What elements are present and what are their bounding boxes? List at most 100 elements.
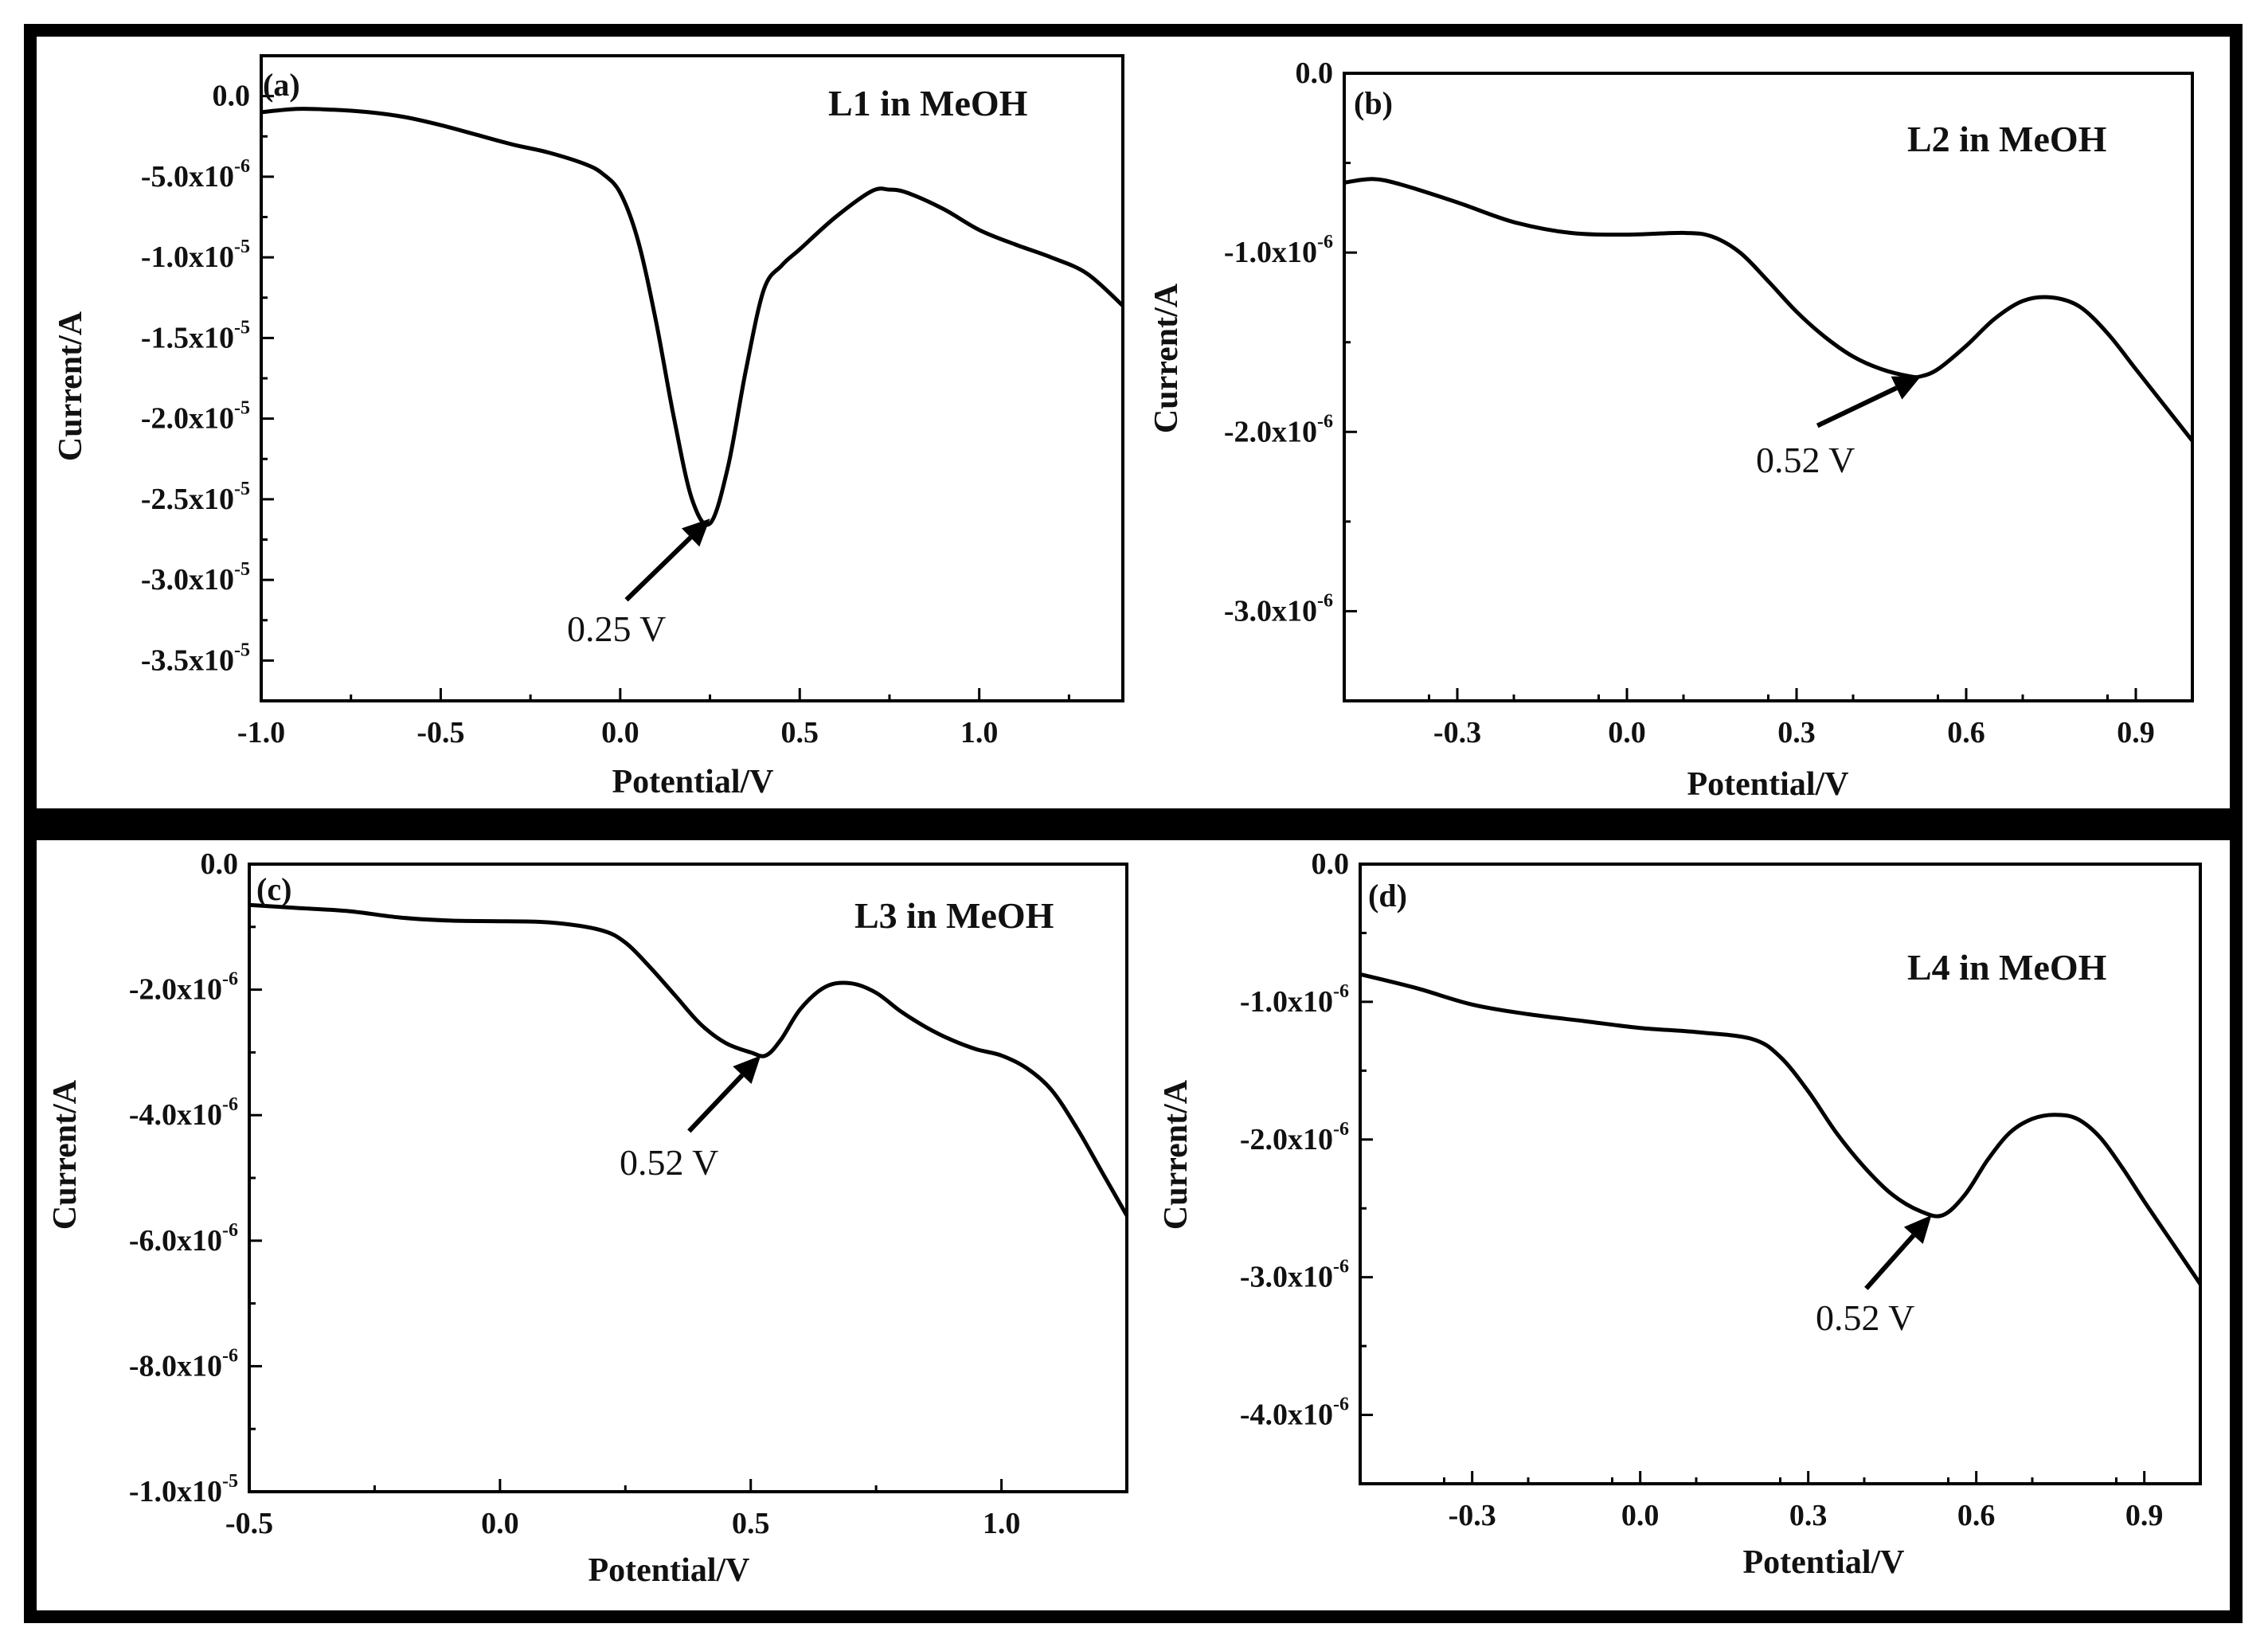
panel-a-y-tick-label: -3.5x10-5 <box>141 640 250 677</box>
panel-a-xlabel: Potential/V <box>612 764 774 800</box>
panel-c-y-ticks: 0.0-2.0x10-6-4.0x10-6-6.0x10-6-8.0x10-6-… <box>129 847 262 1508</box>
panel-d-annotation: 0.52 V <box>1816 1215 1932 1338</box>
panel-b-y-tick-exponent: -6 <box>1317 411 1333 432</box>
panel-a: -1.0 -0.5 0.0 0.5 1.0 0.0-5.0x10-6-1.0x10-5-… <box>53 54 1124 800</box>
panel-c-y-tick-exponent: -5 <box>222 1471 238 1492</box>
panel-b-y-tick-mantissa: -2.0x10 <box>1224 415 1317 448</box>
panel-b-label: (b) <box>1354 85 1393 121</box>
panel-c-xlabel: Potential/V <box>589 1552 750 1589</box>
panel-c-x-tick-label: 0.5 <box>732 1507 770 1540</box>
panel-d-x-ticks: -0.3 0.0 0.3 0.6 0.9 <box>1359 1471 2202 1532</box>
panel-d-label: (d) <box>1368 878 1407 914</box>
panel-d-y-tick-mantissa: -2.0x10 <box>1240 1123 1333 1156</box>
panel-d-x-tick-label: 0.0 <box>1621 1499 1660 1532</box>
panel-a-y-tick-mantissa: -1.5x10 <box>141 321 234 354</box>
panel-a-ylabel: Current/A <box>53 311 89 461</box>
panel-d: -0.3 0.0 0.3 0.6 0.9 0.0-1.0x10-6-2.0x10-6-3… <box>1158 847 2203 1581</box>
panel-c-annotation: 0.52 V <box>620 1055 761 1183</box>
panel-b-y-tick-mantissa: -3.0x10 <box>1224 594 1317 628</box>
panel-b-x-tick-label: 0.6 <box>1947 716 1985 749</box>
panel-b-y-ticks: 0.0-1.0x10-6-2.0x10-6-3.0x10-6 <box>1224 57 1357 628</box>
panel-b-arrow-shaft <box>1816 385 1898 428</box>
panel-c-y-tick-label: -2.0x10-6 <box>129 969 238 1007</box>
panel-c: -0.5 0.0 0.5 1.0 0.0 -2.0x10-6 -4.0x10-6 -6.0x… <box>47 847 1129 1589</box>
panel-c-y-tick-exponent: -6 <box>222 969 238 990</box>
panel-a-series-label: L1 in MeOH <box>828 83 1028 123</box>
panel-c-y-tick-mantissa: -6.0x10 <box>129 1224 222 1258</box>
panel-a-y-tick-exponent: -6 <box>234 156 250 177</box>
panel-a-x-tick-label: -1.0 <box>237 716 285 749</box>
panel-a-y-tick-exponent: -5 <box>234 317 250 338</box>
panel-d-series-label: L4 in MeOH <box>1907 947 2107 988</box>
panel-a-annotation: 0.25 V <box>567 518 710 649</box>
panel-a-y-tick-mantissa: -1.0x10 <box>141 241 234 274</box>
panel-d-y-tick-label: -1.0x10-6 <box>1240 981 1349 1019</box>
panel-c-x-tick-label: 0.0 <box>481 1507 519 1540</box>
panel-c-series-label: L3 in MeOH <box>854 895 1054 936</box>
panel-d-x-tick-label: 0.6 <box>1957 1499 1996 1532</box>
panel-a-y-tick-exponent: -5 <box>234 398 250 419</box>
panel-c-y-tick-mantissa: 0.0 <box>201 847 239 881</box>
panel-c-y-tick-label: -8.0x10-6 <box>129 1345 238 1383</box>
panel-c-x-tick-label: 1.0 <box>983 1507 1021 1540</box>
panel-a-x-tick-label: 0.5 <box>781 716 819 749</box>
panel-a-x-ticks: -1.0 -0.5 0.0 0.5 1.0 <box>237 688 1070 749</box>
panel-d-arrow-head <box>1903 1215 1932 1244</box>
panel-a-y-tick-label: -5.0x10-6 <box>141 156 250 194</box>
panel-c-y-tick-mantissa: -8.0x10 <box>129 1349 222 1383</box>
panel-d-y-ticks: 0.0-1.0x10-6-2.0x10-6-3.0x10-6-4.0x10-6 <box>1240 847 1373 1432</box>
panel-c-annotation-text: 0.52 V <box>620 1142 718 1183</box>
panel-d-xlabel: Potential/V <box>1743 1544 1905 1581</box>
panel-a-arrow-shaft <box>624 535 693 602</box>
panel-b-y-tick-label: -2.0x10-6 <box>1224 411 1333 448</box>
panel-b-y-tick-exponent: -6 <box>1317 590 1333 611</box>
panel-c-y-tick-exponent: -6 <box>222 1345 238 1366</box>
panel-d-y-tick-exponent: -6 <box>1333 1119 1349 1140</box>
panel-c-y-tick-label: 0.0 <box>201 847 239 881</box>
panel-b: -0.3 0.0 0.3 0.6 0.9 0.0-1.0x10-6-2.0x10-6-3… <box>1148 57 2194 803</box>
panel-a-x-tick-label: -0.5 <box>416 716 464 749</box>
panel-a-y-tick-exponent: -5 <box>234 640 250 660</box>
panel-b-x-tick-label: 0.3 <box>1777 716 1816 749</box>
panel-d-y-tick-exponent: -6 <box>1333 1395 1349 1415</box>
panel-d-ylabel: Current/A <box>1158 1079 1195 1230</box>
panel-b-y-tick-exponent: -6 <box>1317 232 1333 252</box>
panel-c-y-tick-label: -4.0x10-6 <box>129 1094 238 1132</box>
panel-d-x-tick-label: 0.3 <box>1789 1499 1828 1532</box>
panel-b-plot-frame <box>1343 72 2194 702</box>
panel-d-annotation-text: 0.52 V <box>1816 1297 1914 1338</box>
panel-d-y-tick-mantissa: -4.0x10 <box>1240 1399 1333 1432</box>
panel-c-ylabel: Current/A <box>47 1079 84 1230</box>
row-separator <box>30 808 2236 840</box>
panel-b-y-tick-label: -3.0x10-6 <box>1224 590 1333 628</box>
panel-a-y-tick-label: -2.0x10-5 <box>141 398 250 436</box>
panel-b-xlabel: Potential/V <box>1687 766 1849 803</box>
panel-d-y-tick-mantissa: -3.0x10 <box>1240 1261 1333 1294</box>
panel-a-y-tick-label: -2.5x10-5 <box>141 479 250 516</box>
panel-b-y-tick-label: 0.0 <box>1296 57 1334 90</box>
panel-a-y-tick-mantissa: -2.5x10 <box>141 483 234 516</box>
panel-c-label: (c) <box>256 871 291 907</box>
panel-b-curve <box>1343 177 2194 443</box>
panel-d-x-tick-label: 0.9 <box>2125 1499 2164 1532</box>
panel-d-y-tick-mantissa: 0.0 <box>1312 847 1350 881</box>
panel-a-plot-frame <box>260 54 1124 702</box>
panel-b-x-ticks: -0.3 0.0 0.3 0.6 0.9 <box>1343 688 2194 749</box>
panel-c-x-tick-label: -0.5 <box>225 1507 273 1540</box>
panel-a-y-tick-label: 0.0 <box>213 80 251 113</box>
panel-b-annotation-text: 0.52 V <box>1756 440 1855 480</box>
panel-a-y-tick-exponent: -5 <box>234 559 250 580</box>
panel-d-arrow-shaft <box>1864 1234 1916 1290</box>
panel-d-y-tick-label: 0.0 <box>1312 847 1350 881</box>
panel-d-curve <box>1359 972 2203 1285</box>
panel-c-x-ticks: -0.5 0.0 0.5 1.0 <box>225 1479 1128 1540</box>
panel-b-y-tick-mantissa: 0.0 <box>1296 57 1334 90</box>
panel-b-series-label: L2 in MeOH <box>1907 119 2107 159</box>
panel-c-y-tick-exponent: -6 <box>222 1094 238 1115</box>
panel-c-arrow-shaft <box>687 1073 745 1133</box>
panel-d-y-tick-mantissa: -1.0x10 <box>1240 985 1333 1019</box>
panel-a-label: (a) <box>263 67 300 103</box>
panel-c-y-tick-exponent: -6 <box>222 1220 238 1241</box>
panel-a-y-tick-label: -1.0x10-5 <box>141 237 250 274</box>
